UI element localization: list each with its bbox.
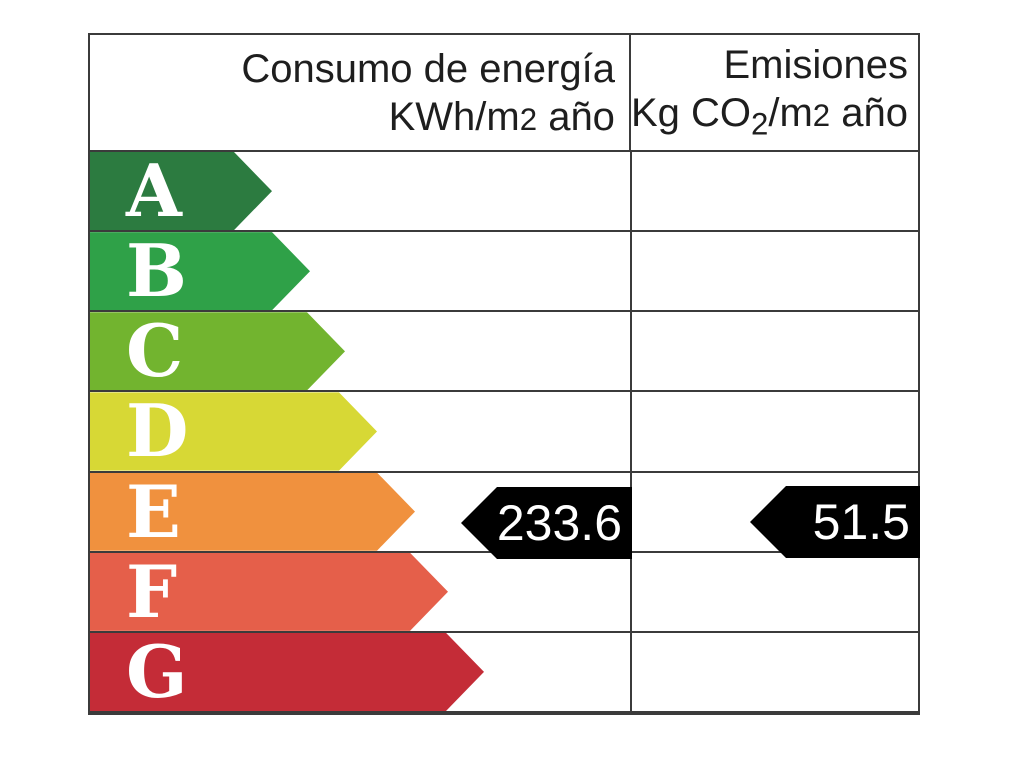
rating-arrow-a: A bbox=[90, 152, 272, 230]
emissions-header-line2: Kg CO2/m2 año bbox=[630, 91, 908, 143]
emissions-header-line1: Emisiones bbox=[723, 43, 908, 88]
consumption-header-line2: KWh/m2 año bbox=[388, 94, 615, 139]
rating-letter-c: C bbox=[126, 308, 184, 394]
consumption-column-header: Consumo de energía KWh/m2 año bbox=[90, 35, 631, 150]
rating-arrow-e: E bbox=[90, 473, 415, 551]
rating-row-d: D bbox=[90, 392, 918, 473]
emissions-cell-f bbox=[632, 553, 918, 631]
rating-row-b: B bbox=[90, 232, 918, 313]
emissions-column-header: Emisiones Kg CO2/m2 año bbox=[631, 35, 918, 150]
rating-arrow-f: F bbox=[90, 553, 448, 631]
rating-table: Consumo de energía KWh/m2 año Emisiones … bbox=[88, 33, 920, 715]
rating-row-g: G bbox=[90, 632, 918, 713]
rating-letter-d: D bbox=[126, 388, 189, 474]
rating-letter-b: B bbox=[126, 228, 187, 314]
consumption-value-arrow: 233.6 bbox=[461, 487, 632, 559]
rating-row-e: E bbox=[90, 472, 918, 553]
rating-letter-f: F bbox=[126, 548, 178, 634]
rating-letter-a: A bbox=[126, 148, 182, 234]
emissions-value-arrow: 51.5 bbox=[750, 486, 920, 558]
rating-arrow-c: C bbox=[90, 312, 345, 390]
table-header: Consumo de energía KWh/m2 año Emisiones … bbox=[90, 35, 918, 152]
consumption-header-line1: Consumo de energía bbox=[241, 46, 615, 91]
rating-row-f: F bbox=[90, 552, 918, 633]
rating-letter-g: G bbox=[126, 628, 188, 714]
emissions-cell-b bbox=[632, 232, 918, 310]
rating-arrow-d: D bbox=[90, 392, 377, 470]
rating-row-c: C bbox=[90, 312, 918, 393]
rating-row-a: A bbox=[90, 152, 918, 233]
emissions-cell-g bbox=[632, 633, 918, 711]
rating-arrow-g: G bbox=[90, 633, 484, 711]
emissions-value: 51.5 bbox=[812, 494, 910, 550]
emissions-cell-c bbox=[632, 312, 918, 390]
consumption-value: 233.6 bbox=[496, 495, 622, 551]
emissions-cell-d bbox=[632, 392, 918, 470]
emissions-cell-a bbox=[632, 152, 918, 230]
rating-letter-e: E bbox=[126, 468, 181, 554]
rating-arrow-b: B bbox=[90, 232, 310, 310]
